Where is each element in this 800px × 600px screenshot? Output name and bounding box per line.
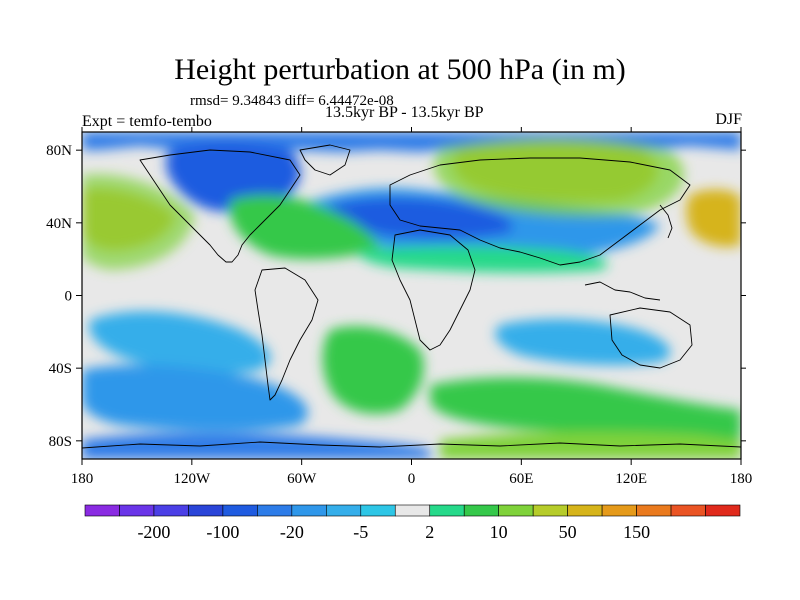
contour-positive-south-atlantic (322, 326, 424, 414)
colorbar-swatch (670, 504, 706, 517)
contour-negative-europe-core (330, 197, 513, 239)
contour-positive-antarctic (440, 431, 741, 459)
y-tick-label: 40S (49, 361, 72, 377)
coastlines (82, 144, 741, 449)
colorbar-swatch (463, 504, 499, 517)
coastline-antarctica (82, 441, 741, 449)
chart-title: Height perturbation at 500 hPa (in m) (174, 53, 626, 86)
contour-positive-north-pacific-west-halo (82, 174, 195, 270)
colorbar-swatch (119, 504, 155, 517)
colorbar-swatch (429, 504, 465, 517)
x-tick-label: 120W (173, 471, 211, 487)
map-panel (82, 132, 741, 459)
y-tick-label: 0 (65, 289, 73, 305)
y-tick-label: 80S (49, 434, 72, 450)
colorbar-swatch (326, 504, 362, 517)
contour-positive-south-indian (430, 377, 741, 440)
colorbar-swatch (601, 504, 637, 517)
colorbar-swatch (360, 504, 396, 517)
y-tick-label: 40N (46, 216, 72, 232)
season-label: DJF (715, 111, 742, 128)
colorbar-swatch (188, 504, 224, 517)
colorbar-swatch (222, 504, 258, 517)
colorbar-label: -200 (137, 522, 170, 542)
colorbar-swatch (567, 504, 603, 517)
contour-negative-south-pacific (89, 311, 271, 374)
colorbar-label: -100 (206, 522, 239, 542)
colorbar-swatch (291, 504, 327, 517)
colorbar-label: 2 (425, 522, 434, 542)
colorbar: -200 -100 -20 -5 2 10 50 150 (84, 504, 741, 542)
x-tick-label: 180 (730, 471, 753, 487)
y-tick-label: 80N (46, 143, 72, 159)
contour-positive-siberia-halo (433, 138, 685, 217)
coastline-indonesia (584, 281, 661, 301)
colorbar-swatch (498, 504, 534, 517)
period-label: 13.5kyr BP - 13.5kyr BP (325, 104, 484, 121)
colorbar-swatch (532, 504, 568, 517)
colorbar-label: 10 (490, 522, 508, 542)
colorbar-label: -5 (353, 522, 368, 542)
colorbar-swatch (636, 504, 672, 517)
coastline-japan (659, 204, 673, 239)
coastline-south-america (254, 267, 319, 401)
colorbar-swatch (705, 504, 741, 517)
coastline-north-america (139, 149, 301, 263)
contour-negative-south-indian (495, 318, 671, 366)
x-tick-label: 60E (509, 471, 533, 487)
map-axis-ticks: 180 120W 60W 0 60E 120E 180 80N 40N 0 40S 80S (46, 127, 752, 487)
colorbar-label: -20 (280, 522, 304, 542)
coastline-eurasia (389, 157, 691, 266)
colorbar-swatch (153, 504, 189, 517)
coastline-africa (391, 229, 476, 351)
x-tick-label: 180 (71, 471, 94, 487)
colorbar-label: 50 (559, 522, 577, 542)
coastline-greenland (299, 144, 351, 176)
experiment-label: Expt = temfo-tembo (82, 113, 212, 130)
x-tick-label: 120E (615, 471, 647, 487)
contour-positive-atlantic-band (229, 194, 380, 260)
contour-positive-east-pacific (686, 189, 741, 247)
contour-positive-tropical-band (359, 246, 608, 273)
contour-negative-antarctic (82, 433, 430, 459)
coastline-australia (609, 307, 693, 369)
colorbar-label: 150 (623, 522, 650, 542)
x-tick-label: 0 (408, 471, 416, 487)
contour-negative-canada (166, 142, 301, 212)
rmsd-diff-stats: rmsd= 9.34843 diff= 6.44472e-08 (190, 93, 394, 109)
colorbar-swatch (257, 504, 293, 517)
colorbar-swatch (84, 504, 120, 517)
contour-negative-south-atlantic (82, 364, 308, 432)
x-tick-label: 60W (287, 471, 317, 487)
colorbar-swatch (394, 504, 431, 517)
